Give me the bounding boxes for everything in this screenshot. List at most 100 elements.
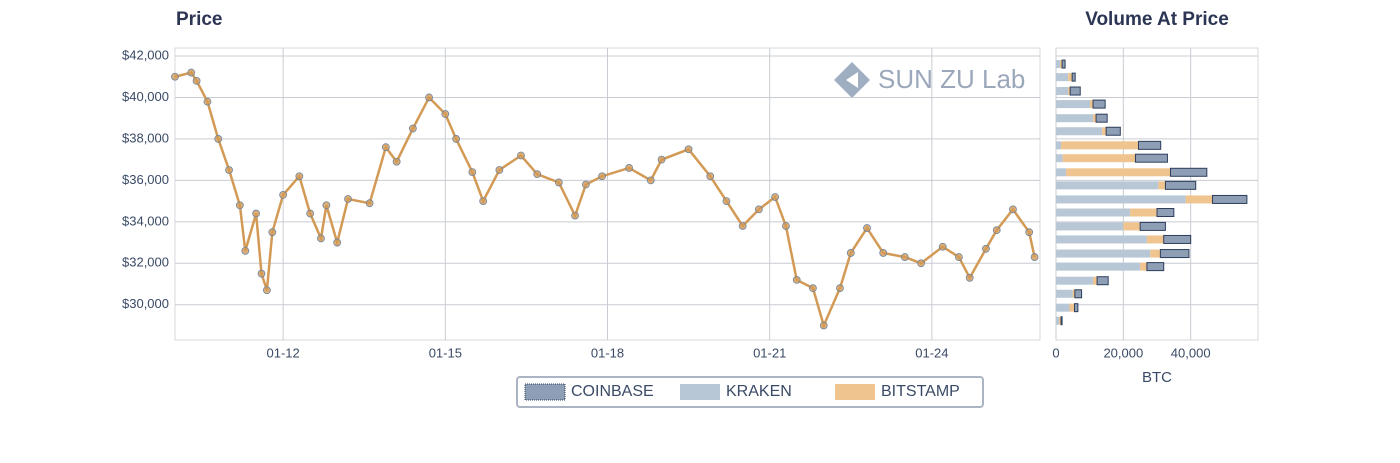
watermark: SUN ZU Lab [878, 64, 1025, 94]
volume-bar [1056, 289, 1073, 298]
price-point [554, 178, 563, 187]
price-point [479, 197, 488, 206]
volume-bar [1056, 141, 1062, 150]
price-point [187, 68, 196, 77]
price-point [225, 166, 233, 174]
volume-bar [1056, 60, 1061, 69]
price-point [279, 190, 288, 199]
price-point [495, 166, 504, 174]
volume-bar [1061, 141, 1139, 150]
price-point [517, 151, 525, 160]
price-point [938, 242, 947, 251]
volume-bar [1092, 99, 1106, 109]
volume-bar [1056, 114, 1094, 123]
volume-bar [1056, 249, 1151, 258]
price-point [917, 259, 925, 268]
price-point [192, 76, 201, 85]
y-tick-label: $34,000 [122, 213, 169, 228]
price-point [268, 228, 277, 237]
price-point [738, 222, 747, 230]
price-point [171, 72, 179, 81]
volume-bar [1074, 303, 1079, 313]
price-point [900, 253, 909, 261]
volume-bar [1056, 181, 1159, 190]
x-tick-label: 01-12 [267, 345, 300, 360]
y-tick-label: $36,000 [122, 172, 169, 187]
legend-swatch [524, 383, 566, 401]
volume-bar [1056, 127, 1103, 136]
x-axis-label: BTC [1142, 369, 1172, 386]
legend-label: COINBASE [571, 383, 654, 400]
y-tick-label: $30,000 [122, 296, 169, 311]
volume-bar [1074, 289, 1083, 299]
volume-bar [1102, 127, 1107, 136]
price-point [365, 199, 374, 208]
price-title: Price [176, 9, 222, 30]
plot-frame [1055, 47, 1259, 341]
volume-bar [1069, 86, 1081, 96]
volume-bar [1164, 180, 1197, 190]
legend-swatch [680, 384, 720, 400]
volume-bar [1095, 113, 1108, 123]
price-point [333, 238, 342, 247]
price-point [879, 249, 888, 257]
volume-bar [1137, 140, 1162, 150]
x-tick-label: 01-18 [591, 345, 624, 360]
x-tick-label: 01-21 [753, 345, 786, 360]
price-point [982, 244, 990, 253]
volume-bar [1056, 168, 1067, 177]
volume-bar [1071, 72, 1076, 82]
price-point [1009, 205, 1017, 214]
legend-label: KRAKEN [726, 383, 792, 400]
volume-bar [1068, 87, 1071, 96]
logo: SUN ZU Lab [834, 62, 1025, 98]
volume-bar [1163, 234, 1192, 244]
volume-bar [1056, 316, 1060, 325]
price-point [992, 226, 1001, 235]
volume-bar [1090, 100, 1094, 109]
price-point [581, 180, 590, 189]
price-point [235, 201, 244, 210]
price-point [295, 172, 304, 181]
legend-label: BITSTAMP [881, 383, 960, 400]
volume-bar [1123, 222, 1141, 231]
y-tick-label: $42,000 [122, 47, 169, 62]
price-point [657, 155, 666, 164]
x-tick-label: 20,000 [1103, 345, 1143, 360]
volume-bar [1056, 195, 1186, 204]
price-point [322, 201, 331, 210]
volume-bar [1150, 249, 1161, 258]
x-tick-label: 0 [1052, 345, 1059, 360]
price-point [706, 172, 715, 181]
volume-bar [1056, 262, 1141, 271]
x-tick-label: 01-24 [915, 345, 948, 360]
price-point [771, 193, 779, 201]
volume-bar [1093, 276, 1098, 285]
price-line [174, 71, 1036, 330]
price-point [598, 172, 606, 181]
volume-bar [1061, 59, 1066, 69]
price-point [533, 170, 542, 179]
volume-bar [1158, 181, 1166, 190]
y-tick-label: $38,000 [122, 130, 169, 145]
y-tick-label: $32,000 [122, 255, 169, 270]
volume-bar [1105, 126, 1121, 136]
volume-bar [1072, 289, 1075, 298]
volume-bar [1130, 208, 1157, 217]
volume-bar [1146, 235, 1164, 244]
volume-bar [1056, 208, 1131, 217]
volume-bar [1056, 87, 1069, 96]
volume-bar [1096, 276, 1109, 286]
price-point [252, 209, 260, 218]
price-point [792, 275, 801, 284]
price-point [306, 209, 315, 218]
price-point [863, 224, 871, 232]
volume-bar [1134, 153, 1168, 163]
volume-bar [1062, 154, 1136, 163]
volume-bar [1212, 194, 1248, 204]
volume-bar [1069, 303, 1075, 312]
price-point [203, 97, 212, 106]
volume-bar [1059, 316, 1062, 325]
volume-bar [1093, 114, 1097, 123]
